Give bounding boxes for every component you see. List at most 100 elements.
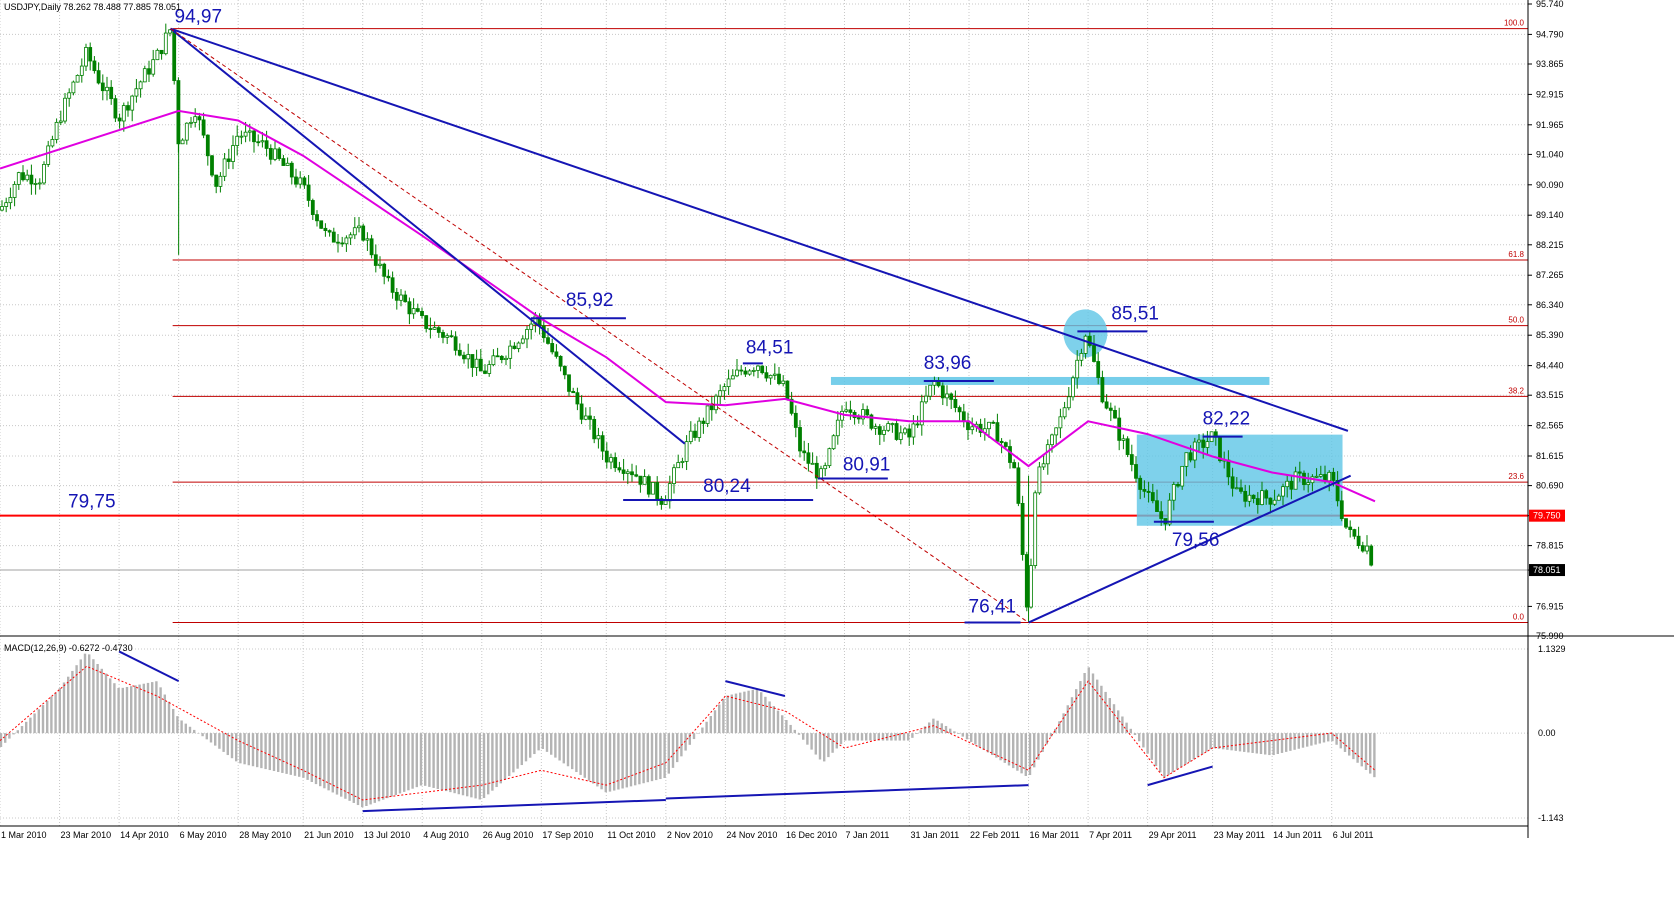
candle-body	[1176, 484, 1180, 487]
macd-histogram-bar	[482, 733, 486, 799]
macd-histogram-bar	[1020, 733, 1023, 774]
macd-histogram-bar	[1322, 733, 1326, 743]
candle-body	[592, 418, 597, 440]
macd-histogram-bar	[365, 733, 368, 806]
macd-histogram-bar	[138, 684, 141, 734]
candle-body	[806, 452, 811, 464]
fib-level-label: 61.8	[1508, 250, 1524, 259]
candle-body	[386, 275, 391, 279]
macd-histogram-bar	[621, 733, 624, 789]
candle-body	[205, 134, 210, 157]
candle-body	[1079, 353, 1084, 361]
price-annotation: 80,24	[703, 476, 751, 497]
macd-histogram-bar	[285, 733, 288, 774]
candle-body	[394, 291, 399, 301]
macd-histogram-bar	[1209, 733, 1212, 750]
candle-body	[470, 354, 475, 368]
x-tick-label: 17 Sep 2010	[542, 830, 593, 840]
macd-histogram-bar	[873, 733, 876, 741]
candle-body	[642, 476, 647, 485]
candle-body	[1205, 441, 1210, 448]
macd-histogram-bar	[1264, 733, 1267, 755]
candle-body	[357, 225, 361, 229]
macd-histogram-bar	[201, 733, 204, 737]
candle-body	[424, 315, 429, 329]
macd-histogram-bar	[260, 733, 263, 769]
macd-histogram-bar	[1205, 733, 1208, 752]
y-tick-label: 83.515	[1536, 390, 1564, 400]
candle-body	[508, 345, 513, 359]
candle-body	[1335, 479, 1340, 502]
candle-body	[550, 343, 555, 353]
candle-body	[478, 358, 483, 372]
candle-body	[323, 227, 328, 231]
macd-histogram-bar	[781, 715, 784, 734]
macd-histogram-bar	[709, 716, 712, 734]
candle-body	[25, 174, 30, 181]
macd-histogram-bar	[848, 733, 851, 741]
candle-body	[1331, 471, 1336, 481]
macd-histogram-bar	[445, 733, 448, 792]
macd-histogram-bar	[117, 688, 120, 734]
fib-level-label: 0.0	[1513, 613, 1525, 622]
candle-body	[483, 370, 487, 374]
macd-histogram-bar	[902, 733, 906, 741]
support-price-label: 79.750	[1533, 511, 1561, 521]
macd-histogram-bar	[205, 733, 208, 740]
macd-histogram-bar	[755, 688, 759, 734]
price-annotation: 85,51	[1111, 303, 1159, 324]
macd-histogram-bar	[558, 733, 561, 761]
macd-histogram-bar	[743, 691, 746, 734]
macd-histogram-bar	[12, 733, 15, 735]
macd-histogram-bar	[642, 733, 645, 784]
x-tick-label: 2 Nov 2010	[667, 830, 713, 840]
macd-histogram-bar	[1301, 733, 1305, 748]
macd-histogram-bar	[1083, 672, 1086, 734]
macd-histogram-bar	[184, 723, 187, 734]
macd-histogram-bar	[974, 733, 977, 745]
price-annotation: 79,75	[68, 492, 116, 513]
candle-body	[1260, 490, 1264, 505]
candle-body	[655, 482, 660, 500]
candle-body	[121, 105, 126, 122]
macd-histogram-bar	[524, 733, 528, 762]
candle-body	[117, 117, 122, 122]
candle-body	[630, 471, 634, 476]
macd-histogram-bar	[919, 730, 922, 734]
macd-histogram-bar	[382, 733, 385, 800]
macd-histogram-bar	[1058, 721, 1061, 734]
macd-histogram-bar	[50, 696, 53, 734]
candle-body	[1003, 442, 1008, 447]
macd-histogram-bar	[1129, 728, 1132, 734]
macd-histogram-bar	[478, 733, 481, 800]
macd-histogram-bar	[487, 733, 490, 795]
candle-body	[310, 200, 315, 216]
candle-body	[1083, 335, 1088, 354]
candle-body	[789, 398, 794, 414]
candle-body	[831, 435, 836, 450]
candle-body	[869, 414, 874, 429]
macd-histogram-bar	[713, 710, 717, 734]
candle-body	[138, 81, 143, 90]
macd-histogram-bar	[411, 733, 414, 789]
macd-histogram-bar	[663, 733, 666, 778]
macd-histogram-bar	[407, 733, 410, 791]
macd-histogram-bar	[659, 733, 662, 780]
candle-body	[1108, 407, 1113, 411]
macd-histogram-bar	[529, 733, 532, 758]
macd-histogram-bar	[835, 733, 838, 749]
candle-body	[142, 68, 147, 83]
candle-body	[646, 476, 651, 495]
candle-body	[1289, 480, 1294, 490]
price-annotation: 82,22	[1203, 409, 1251, 430]
trendline	[1028, 474, 1352, 624]
macd-histogram-bar	[1201, 733, 1204, 755]
macd-histogram-bar	[146, 682, 150, 734]
macd-histogram-bar	[1104, 691, 1107, 734]
macd-histogram-bar	[4, 733, 7, 743]
macd-histogram-bar	[1108, 698, 1111, 734]
macd-histogram-bar	[352, 733, 355, 803]
macd-histogram-bar	[104, 673, 108, 734]
candle-body	[751, 369, 756, 372]
x-tick-label: 23 May 2011	[1214, 830, 1265, 840]
